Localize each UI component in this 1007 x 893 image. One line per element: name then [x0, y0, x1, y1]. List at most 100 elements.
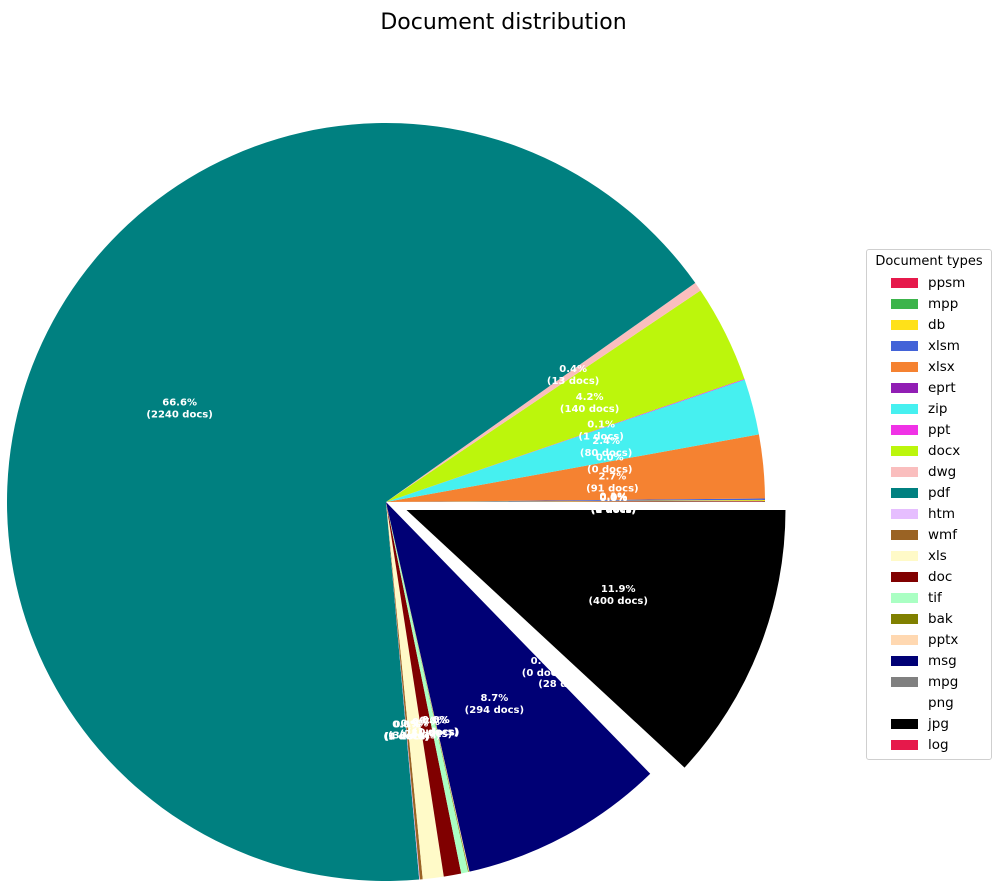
legend-item-png: png [873, 692, 985, 713]
legend-label: db [928, 316, 946, 333]
legend-label: bak [928, 610, 953, 627]
legend-swatch [891, 697, 918, 708]
legend-swatch [891, 466, 918, 477]
legend-swatch [891, 445, 918, 456]
legend-label: ppt [928, 421, 951, 438]
legend-swatch [891, 487, 918, 498]
legend-label: eprt [928, 379, 956, 396]
pie-slice-xlsm [386, 498, 765, 502]
legend-items: ppsm mpp db xlsm xlsx eprt zip ppt docx dwg pdf htm… [873, 272, 985, 755]
pie-slice-wmf [386, 502, 423, 880]
slice-label-wmf: 0.1% (4 docs) [384, 719, 430, 742]
legend-swatch [891, 340, 918, 351]
legend-label: docx [928, 442, 961, 459]
legend-item-log: log [873, 734, 985, 755]
chart-title: Document distribution [380, 10, 627, 35]
legend-swatch [891, 277, 918, 288]
legend-swatch [891, 634, 918, 645]
legend-label: mpp [928, 295, 959, 312]
pie-slice-pptx [386, 502, 470, 872]
legend-swatch [891, 424, 918, 435]
legend-label: pptx [928, 631, 959, 648]
slice-label-jpg: 11.9% (400 docs) [588, 584, 647, 607]
legend-swatch [891, 550, 918, 561]
legend-swatch [891, 319, 918, 330]
legend-item-dwg: dwg [873, 461, 985, 482]
pie-slices [7, 123, 786, 882]
legend-item-wmf: wmf [873, 524, 985, 545]
legend-label: mpg [928, 673, 959, 690]
slice-label-ppt: 0.1% (1 docs) [578, 419, 624, 442]
legend: Document types ppsm mpp db xlsm xlsx eprt zip p… [866, 249, 992, 760]
pie-labels: 0.0% (1 docs)0.0% (1 docs)0.0% (1 docs)0.1%… [146, 364, 647, 743]
legend-swatch [891, 298, 918, 309]
slice-label-db: 0.0% (1 docs) [591, 492, 637, 515]
pie-slice-ppt [386, 378, 745, 502]
legend-label: xlsm [928, 337, 960, 354]
slice-label-dwg: 0.4% (13 docs) [547, 364, 599, 387]
slice-label-xls: 0.9% (30 docs) [388, 719, 440, 742]
legend-swatch [891, 403, 918, 414]
legend-swatch [891, 592, 918, 603]
legend-label: wmf [928, 526, 957, 543]
slice-label-mpg: 0.0% (0 docs) [522, 656, 568, 679]
pie-slice-doc [386, 502, 462, 877]
pie-slice-zip [386, 379, 759, 502]
legend-item-jpg: jpg [873, 713, 985, 734]
legend-item-ppt: ppt [873, 419, 985, 440]
pie-slice-htm [386, 502, 420, 880]
pie-slice-db [386, 499, 765, 502]
legend-title: Document types [875, 254, 983, 269]
legend-swatch [891, 739, 918, 750]
slice-label-pptx: 0.0% (1 docs) [413, 715, 459, 738]
legend-swatch [891, 361, 918, 372]
slice-label-png: 0.8% (28 docs) [538, 667, 590, 690]
slice-label-log: 0.0% (0 docs) [591, 493, 637, 516]
legend-item-xlsm: xlsm [873, 335, 985, 356]
pie-slice-bak [386, 502, 469, 872]
legend-swatch [891, 613, 918, 624]
slice-label-zip: 2.4% (80 docs) [580, 436, 632, 459]
legend-label: ppsm [928, 274, 966, 291]
pie-slice-dwg [386, 282, 701, 502]
legend-label: pdf [928, 484, 950, 501]
legend-label: log [928, 736, 949, 753]
pie-slice-xlsx [386, 434, 765, 502]
pie-slice-ppsm [386, 501, 765, 502]
legend-item-doc: doc [873, 566, 985, 587]
legend-item-xls: xls [873, 545, 985, 566]
slice-label-ppsm: 0.0% (1 docs) [591, 493, 637, 516]
legend-item-zip: zip [873, 398, 985, 419]
pie-slice-xls [386, 502, 444, 880]
legend-item-db: db [873, 314, 985, 335]
legend-label: png [928, 694, 954, 711]
legend-label: dwg [928, 463, 957, 480]
legend-label: doc [928, 568, 953, 585]
legend-label: xls [928, 547, 947, 564]
pie-slice-mpp [386, 500, 765, 502]
legend-label: msg [928, 652, 957, 669]
pie-slice-png [401, 517, 680, 790]
legend-item-tif: tif [873, 587, 985, 608]
pie-slice-jpg [406, 510, 786, 768]
legend-swatch [891, 571, 918, 582]
slice-label-tif: 0.3% (10 docs) [407, 715, 459, 738]
legend-item-eprt: eprt [873, 377, 985, 398]
pie-slice-pdf [7, 123, 696, 882]
slice-label-htm: 0.0% (1 docs) [383, 720, 429, 743]
legend-swatch [891, 529, 918, 540]
legend-label: xlsx [928, 358, 955, 375]
legend-item-docx: docx [873, 440, 985, 461]
slice-label-docx: 4.2% (140 docs) [560, 392, 619, 415]
legend-item-ppsm: ppsm [873, 272, 985, 293]
legend-label: htm [928, 505, 955, 522]
legend-item-xlsx: xlsx [873, 356, 985, 377]
legend-swatch [891, 676, 918, 687]
legend-item-mpg: mpg [873, 671, 985, 692]
legend-item-mpp: mpp [873, 293, 985, 314]
slice-label-mpp: 0.0% (1 docs) [591, 492, 637, 515]
slice-label-xlsx: 2.7% (91 docs) [586, 472, 638, 495]
legend-label: zip [928, 400, 948, 417]
legend-item-pptx: pptx [873, 629, 985, 650]
